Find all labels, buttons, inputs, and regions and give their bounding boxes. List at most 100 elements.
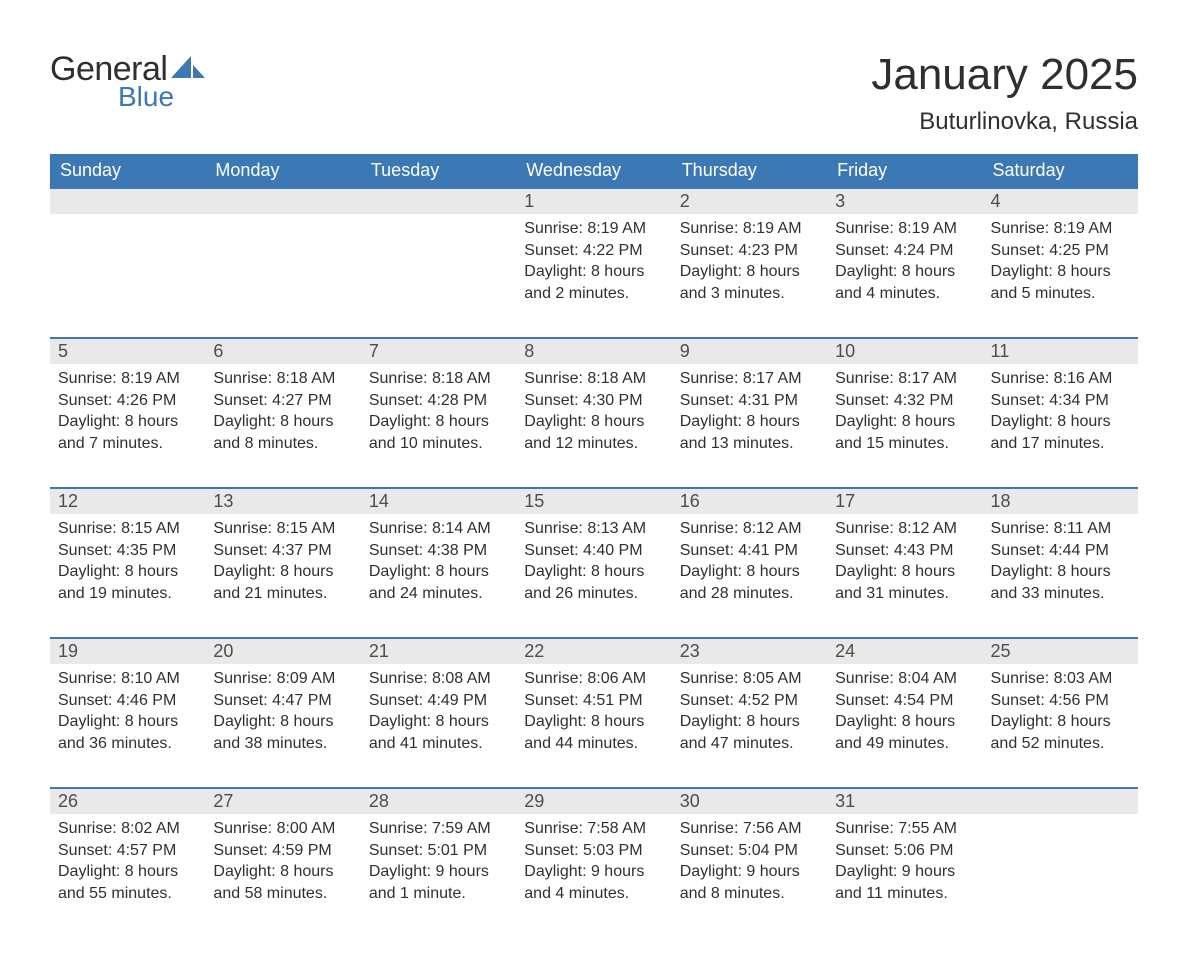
day-header: Saturday [983,154,1138,187]
day-details: Sunrise: 8:05 AMSunset: 4:52 PMDaylight:… [672,664,827,764]
sunrise-line: Sunrise: 8:18 AM [213,368,352,390]
day-number: 6 [205,337,360,364]
calendar-week: 1Sunrise: 8:19 AMSunset: 4:22 PMDaylight… [50,187,1138,337]
day-details: Sunrise: 8:00 AMSunset: 4:59 PMDaylight:… [205,814,360,914]
day-details: Sunrise: 8:19 AMSunset: 4:22 PMDaylight:… [516,214,671,314]
daylight-line: Daylight: 8 hours and 28 minutes. [680,561,819,604]
calendar-cell: 12Sunrise: 8:15 AMSunset: 4:35 PMDayligh… [50,487,205,637]
daylight-line: Daylight: 8 hours and 17 minutes. [991,411,1130,454]
sunrise-line: Sunrise: 8:02 AM [58,818,197,840]
calendar-cell: 8Sunrise: 8:18 AMSunset: 4:30 PMDaylight… [516,337,671,487]
daylight-line: Daylight: 8 hours and 19 minutes. [58,561,197,604]
sunset-line: Sunset: 4:24 PM [835,240,974,262]
calendar-cell: 20Sunrise: 8:09 AMSunset: 4:47 PMDayligh… [205,637,360,787]
sunrise-line: Sunrise: 8:09 AM [213,668,352,690]
calendar-cell: 14Sunrise: 8:14 AMSunset: 4:38 PMDayligh… [361,487,516,637]
calendar-cell: 2Sunrise: 8:19 AMSunset: 4:23 PMDaylight… [672,187,827,337]
day-details: Sunrise: 8:10 AMSunset: 4:46 PMDaylight:… [50,664,205,764]
sunset-line: Sunset: 4:32 PM [835,390,974,412]
calendar-cell: 6Sunrise: 8:18 AMSunset: 4:27 PMDaylight… [205,337,360,487]
day-number: 27 [205,787,360,814]
sunrise-line: Sunrise: 8:19 AM [58,368,197,390]
sunset-line: Sunset: 4:56 PM [991,690,1130,712]
sunrise-line: Sunrise: 8:10 AM [58,668,197,690]
day-number: 29 [516,787,671,814]
day-number: 22 [516,637,671,664]
sunrise-line: Sunrise: 8:15 AM [213,518,352,540]
day-details: Sunrise: 8:04 AMSunset: 4:54 PMDaylight:… [827,664,982,764]
sunset-line: Sunset: 4:46 PM [58,690,197,712]
daylight-line: Daylight: 8 hours and 33 minutes. [991,561,1130,604]
sunrise-line: Sunrise: 8:13 AM [524,518,663,540]
sunset-line: Sunset: 5:03 PM [524,840,663,862]
daylight-line: Daylight: 8 hours and 13 minutes. [680,411,819,454]
calendar-cell: 28Sunrise: 7:59 AMSunset: 5:01 PMDayligh… [361,787,516,937]
day-header: Friday [827,154,982,187]
day-details [50,214,205,228]
calendar-cell [205,187,360,337]
daylight-line: Daylight: 8 hours and 7 minutes. [58,411,197,454]
day-details: Sunrise: 8:15 AMSunset: 4:37 PMDaylight:… [205,514,360,614]
calendar-week: 19Sunrise: 8:10 AMSunset: 4:46 PMDayligh… [50,637,1138,787]
calendar-cell: 26Sunrise: 8:02 AMSunset: 4:57 PMDayligh… [50,787,205,937]
day-number: 19 [50,637,205,664]
day-details: Sunrise: 8:17 AMSunset: 4:31 PMDaylight:… [672,364,827,464]
day-number [205,187,360,214]
month-title: January 2025 [871,50,1138,100]
calendar-cell: 21Sunrise: 8:08 AMSunset: 4:49 PMDayligh… [361,637,516,787]
daylight-line: Daylight: 8 hours and 44 minutes. [524,711,663,754]
day-details: Sunrise: 8:19 AMSunset: 4:23 PMDaylight:… [672,214,827,314]
daylight-line: Daylight: 8 hours and 12 minutes. [524,411,663,454]
sunset-line: Sunset: 4:40 PM [524,540,663,562]
day-number: 20 [205,637,360,664]
sunrise-line: Sunrise: 8:04 AM [835,668,974,690]
day-details: Sunrise: 8:12 AMSunset: 4:43 PMDaylight:… [827,514,982,614]
day-details: Sunrise: 8:11 AMSunset: 4:44 PMDaylight:… [983,514,1138,614]
brand-sail-icon [171,54,205,83]
day-number: 21 [361,637,516,664]
calendar-cell: 30Sunrise: 7:56 AMSunset: 5:04 PMDayligh… [672,787,827,937]
calendar-cell: 22Sunrise: 8:06 AMSunset: 4:51 PMDayligh… [516,637,671,787]
sunset-line: Sunset: 4:25 PM [991,240,1130,262]
daylight-line: Daylight: 8 hours and 24 minutes. [369,561,508,604]
day-header: Thursday [672,154,827,187]
day-number: 4 [983,187,1138,214]
sunset-line: Sunset: 5:04 PM [680,840,819,862]
sunset-line: Sunset: 5:01 PM [369,840,508,862]
day-number: 26 [50,787,205,814]
sunrise-line: Sunrise: 8:14 AM [369,518,508,540]
sunrise-line: Sunrise: 7:58 AM [524,818,663,840]
sunset-line: Sunset: 4:43 PM [835,540,974,562]
calendar-cell: 15Sunrise: 8:13 AMSunset: 4:40 PMDayligh… [516,487,671,637]
day-details: Sunrise: 8:18 AMSunset: 4:30 PMDaylight:… [516,364,671,464]
day-details [205,214,360,228]
calendar-cell: 29Sunrise: 7:58 AMSunset: 5:03 PMDayligh… [516,787,671,937]
brand-logo: General Blue [50,50,205,113]
calendar-cell [50,187,205,337]
daylight-line: Daylight: 8 hours and 26 minutes. [524,561,663,604]
day-number: 24 [827,637,982,664]
day-header: Wednesday [516,154,671,187]
daylight-line: Daylight: 9 hours and 1 minute. [369,861,508,904]
day-details: Sunrise: 8:19 AMSunset: 4:24 PMDaylight:… [827,214,982,314]
day-details: Sunrise: 7:59 AMSunset: 5:01 PMDaylight:… [361,814,516,914]
sunrise-line: Sunrise: 8:08 AM [369,668,508,690]
sunset-line: Sunset: 4:59 PM [213,840,352,862]
sunset-line: Sunset: 5:06 PM [835,840,974,862]
sunset-line: Sunset: 4:47 PM [213,690,352,712]
sunrise-line: Sunrise: 8:19 AM [835,218,974,240]
daylight-line: Daylight: 8 hours and 2 minutes. [524,261,663,304]
sunrise-line: Sunrise: 8:03 AM [991,668,1130,690]
sunrise-line: Sunrise: 8:06 AM [524,668,663,690]
day-details: Sunrise: 8:13 AMSunset: 4:40 PMDaylight:… [516,514,671,614]
sunset-line: Sunset: 4:49 PM [369,690,508,712]
calendar-cell: 10Sunrise: 8:17 AMSunset: 4:32 PMDayligh… [827,337,982,487]
day-details: Sunrise: 8:12 AMSunset: 4:41 PMDaylight:… [672,514,827,614]
day-details: Sunrise: 7:56 AMSunset: 5:04 PMDaylight:… [672,814,827,914]
calendar-cell: 3Sunrise: 8:19 AMSunset: 4:24 PMDaylight… [827,187,982,337]
sunset-line: Sunset: 4:37 PM [213,540,352,562]
calendar-cell: 25Sunrise: 8:03 AMSunset: 4:56 PMDayligh… [983,637,1138,787]
day-details: Sunrise: 8:19 AMSunset: 4:25 PMDaylight:… [983,214,1138,314]
calendar-cell: 9Sunrise: 8:17 AMSunset: 4:31 PMDaylight… [672,337,827,487]
day-details: Sunrise: 8:09 AMSunset: 4:47 PMDaylight:… [205,664,360,764]
